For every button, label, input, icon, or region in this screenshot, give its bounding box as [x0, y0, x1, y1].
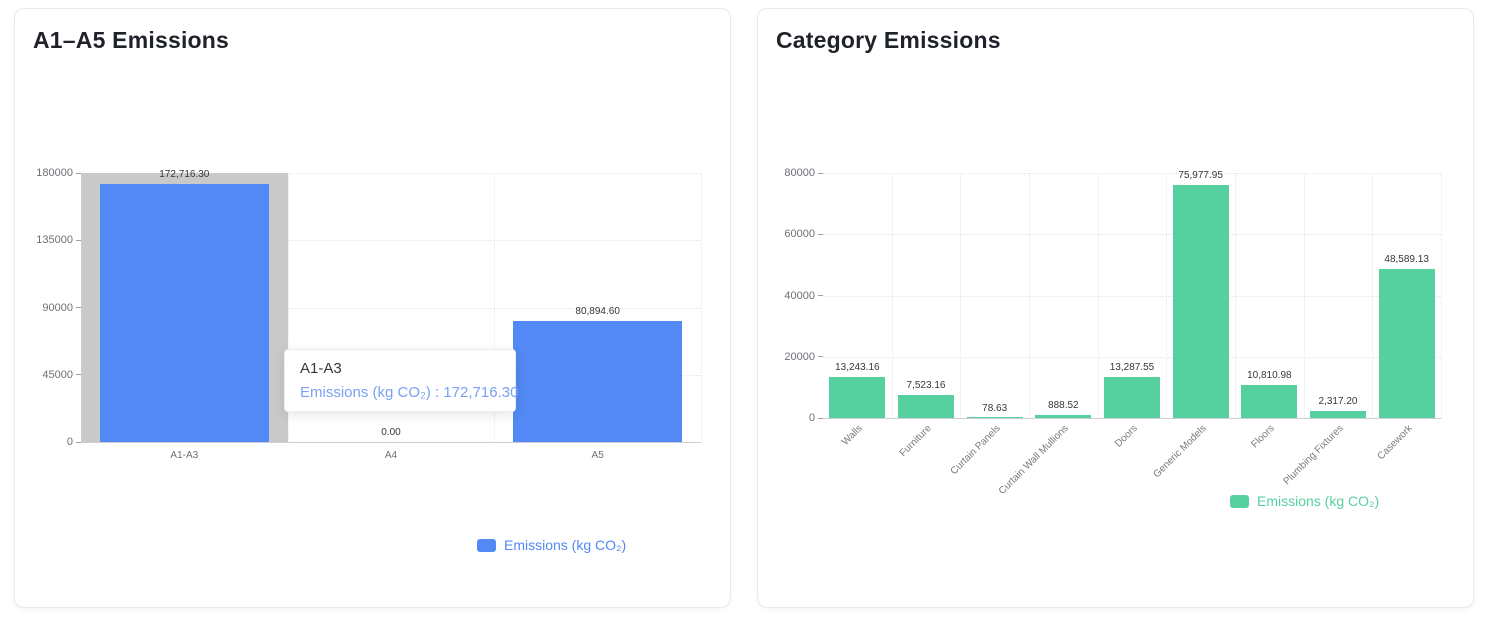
horizontal-gridline	[81, 240, 701, 242]
x-axis-label-curtain-wall-mullions: Curtain Wall Mullions	[997, 423, 1072, 497]
bar-walls[interactable]	[829, 377, 886, 418]
y-axis-tick-label: 0	[808, 412, 815, 424]
y-axis-tick	[818, 417, 823, 419]
bar-value-label: 10,810.98	[1247, 369, 1292, 381]
y-axis-tick-label: 180000	[36, 167, 73, 179]
y-axis-tick-label: 135000	[36, 234, 73, 247]
bar-generic-models[interactable]	[1172, 185, 1229, 418]
bar-casework[interactable]	[1378, 269, 1435, 418]
bar-curtain-wall-mullions[interactable]	[1035, 415, 1092, 418]
y-axis-tick	[818, 295, 823, 296]
y-axis-tick	[76, 441, 81, 443]
bar-value-label: 7,523.16	[906, 379, 946, 391]
horizontal-gridline	[81, 173, 701, 174]
a1a5-legend-item[interactable]: Emissions (kg CO₂)	[477, 537, 626, 553]
x-axis-label-doors: Doors	[1113, 423, 1140, 450]
legend-label: Emissions (kg CO₂)	[1257, 493, 1380, 509]
y-axis-tick	[76, 172, 81, 174]
bar-value-label: 48,589.13	[1384, 254, 1429, 266]
legend-swatch-icon	[1230, 494, 1249, 508]
a1a5-emissions-card: A1–A5 Emissions 0 45000 90000 135000 180000 1…	[14, 8, 731, 608]
tooltip-value-text: Emissions (kg CO₂) : 172,716.30	[300, 384, 519, 401]
bar-value-label: 13,243.16	[835, 362, 880, 374]
bar-plumbing-fixtures[interactable]	[1309, 410, 1367, 418]
bar-value-label: 0.00	[381, 427, 401, 438]
x-axis-label-a4: A4	[384, 450, 398, 461]
y-axis-tick	[76, 239, 81, 241]
bar-furniture[interactable]	[897, 394, 955, 418]
y-axis-tick	[818, 172, 823, 174]
y-axis-tick-label: 40000	[784, 289, 815, 302]
x-axis-label-generic-models: Generic Models	[1151, 423, 1209, 481]
bar-value-label: 172,716.30	[159, 168, 210, 180]
horizontal-gridline	[823, 356, 1441, 358]
x-axis-label-a5: A5	[591, 450, 604, 461]
x-axis-label-casework: Casework	[1375, 423, 1415, 463]
vertical-gridline	[1441, 173, 1442, 418]
bar-curtain-panels[interactable]	[966, 417, 1023, 418]
y-axis-tick-label: 0	[66, 436, 73, 448]
bar-value-label: 13,287.55	[1109, 362, 1155, 374]
y-axis-tick-label: 20000	[784, 350, 815, 363]
bar-value-label: 80,894.60	[575, 306, 620, 318]
category-legend-item[interactable]: Emissions (kg CO₂)	[1230, 493, 1379, 509]
horizontal-gridline	[81, 307, 701, 309]
y-axis-tick-label: 80000	[784, 167, 815, 179]
legend-swatch-icon	[477, 538, 496, 552]
y-axis-tick	[76, 307, 81, 308]
category-bar-chart-plot: 0 20000 40000 60000 80000 13,243.16 Walls 7,523…	[784, 167, 1442, 497]
vertical-gridline	[701, 173, 702, 442]
y-axis-tick	[818, 356, 823, 358]
x-axis-label-a1-a3: A1-A3	[170, 450, 199, 461]
bar-value-label: 888.52	[1048, 400, 1079, 412]
horizontal-gridline	[823, 234, 1441, 236]
y-axis-tick	[76, 374, 81, 376]
y-axis-tick-label: 90000	[42, 301, 73, 314]
x-axis-label-furniture: Furniture	[897, 423, 934, 460]
tooltip-category-title: A1-A3	[300, 360, 342, 377]
bar-a5[interactable]	[512, 321, 683, 442]
bar-value-label: 78.63	[982, 402, 1008, 414]
category-emissions-card: Category Emissions 0 20000 40000 60000 80000…	[757, 8, 1474, 608]
x-axis-label-curtain-panels: Curtain Panels	[948, 423, 1003, 478]
x-axis-label-walls: Walls	[840, 423, 866, 448]
chart-tooltip: A1-A3 Emissions (kg CO₂) : 172,716.30	[284, 349, 519, 412]
y-axis-tick-label: 45000	[42, 368, 73, 381]
y-axis-tick-label: 60000	[784, 228, 815, 241]
category-chart-title: Category Emissions	[776, 27, 1001, 53]
bar-a1-a3[interactable]	[99, 183, 270, 442]
bar-value-label: 2,317.20	[1318, 395, 1358, 407]
a1a5-bar-chart-plot: 0 45000 90000 135000 180000 172,716.30 A1-A3 0.…	[36, 167, 702, 461]
y-axis-tick	[818, 233, 823, 235]
x-axis-label-plumbing-fixtures: Plumbing Fixtures	[1281, 423, 1346, 488]
horizontal-gridline	[823, 173, 1441, 174]
bar-doors[interactable]	[1103, 377, 1161, 418]
bar-floors[interactable]	[1241, 384, 1298, 418]
horizontal-gridline	[823, 295, 1441, 297]
legend-label: Emissions (kg CO₂)	[504, 537, 627, 553]
a1a5-chart-title: A1–A5 Emissions	[33, 27, 230, 53]
x-axis-label-floors: Floors	[1249, 423, 1278, 451]
bar-value-label: 75,977.95	[1178, 170, 1223, 182]
